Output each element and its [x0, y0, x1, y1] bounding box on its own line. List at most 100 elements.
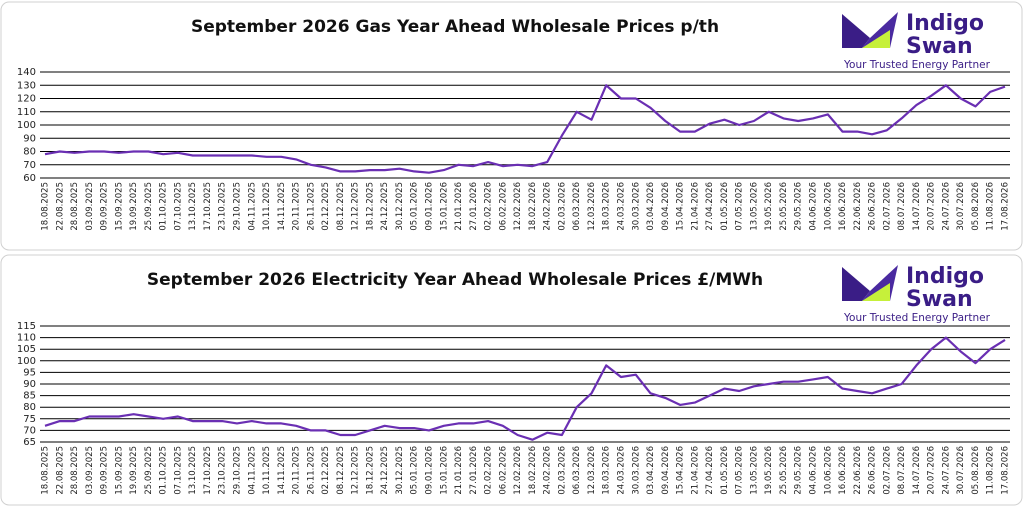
x-tick-label: 01.05.2026	[720, 446, 730, 495]
y-tick-label: 85	[23, 391, 36, 402]
x-tick-label: 04.11.2025	[247, 182, 257, 231]
x-tick-label: 09.09.2025	[100, 446, 110, 495]
x-tick-label: 29.10.2025	[233, 446, 243, 495]
x-tick-label: 14.07.2026	[912, 446, 922, 495]
x-tick-label: 06.03.2026	[572, 182, 582, 231]
x-tick-label: 15.04.2026	[676, 446, 686, 495]
x-tick-label: 30.03.2026	[631, 446, 641, 495]
x-tick-label: 22.08.2025	[55, 446, 65, 495]
x-tick-label: 09.09.2025	[100, 182, 110, 231]
x-tick-label: 04.06.2026	[809, 446, 819, 495]
x-tick-label: 09.01.2026	[425, 446, 435, 495]
x-tick-label: 08.12.2025	[336, 446, 346, 495]
x-tick-label: 03.04.2026	[646, 446, 656, 495]
x-tick-label: 19.05.2026	[764, 446, 774, 495]
x-tick-label: 03.09.2025	[85, 446, 95, 495]
y-tick-label: 100	[17, 120, 36, 131]
x-tick-label: 30.12.2025	[395, 182, 405, 231]
x-tick-label: 17.10.2025	[203, 446, 213, 495]
x-tick-label: 18.03.2026	[602, 182, 612, 231]
x-tick-label: 02.03.2026	[557, 446, 567, 495]
x-tick-label: 29.05.2026	[794, 446, 804, 495]
x-tick-label: 11.08.2026	[986, 446, 996, 495]
x-tick-label: 13.05.2026	[749, 446, 759, 495]
logo-tagline: Your Trusted Energy Partner	[843, 59, 991, 71]
x-tick-label: 09.04.2026	[661, 446, 671, 495]
x-tick-label: 27.04.2026	[705, 446, 715, 495]
x-tick-label: 08.12.2025	[336, 182, 346, 231]
x-tick-label: 05.01.2026	[410, 182, 420, 231]
x-tick-label: 10.06.2026	[823, 446, 833, 495]
logo-name: Indigo	[906, 11, 984, 36]
x-tick-label: 30.07.2026	[956, 182, 966, 231]
x-tick-label: 30.07.2026	[956, 446, 966, 495]
x-tick-label: 29.05.2026	[794, 182, 804, 231]
x-tick-label: 24.02.2026	[543, 182, 553, 231]
y-tick-label: 105	[17, 344, 36, 355]
y-tick-label: 100	[17, 356, 36, 367]
y-tick-label: 110	[17, 107, 36, 118]
x-tick-label: 13.05.2026	[749, 182, 759, 231]
x-tick-label: 24.12.2025	[380, 182, 390, 231]
x-tick-label: 13.10.2025	[188, 182, 198, 231]
x-tick-label: 17.10.2025	[203, 182, 213, 231]
x-tick-label: 15.01.2026	[439, 446, 449, 495]
chart-title: September 2026 Electricity Year Ahead Wh…	[147, 270, 763, 290]
y-tick-label: 75	[23, 414, 36, 425]
price-line	[44, 336, 1006, 441]
y-tick-label: 90	[23, 379, 36, 390]
x-tick-label: 06.02.2026	[498, 182, 508, 231]
logo-accent	[862, 30, 890, 48]
x-tick-label: 21.04.2026	[690, 446, 700, 495]
x-tick-label: 18.02.2026	[528, 182, 538, 231]
x-tick-label: 02.07.2026	[882, 446, 892, 495]
x-tick-label: 05.01.2026	[410, 446, 420, 495]
x-tick-label: 27.04.2026	[705, 182, 715, 231]
x-tick-label: 19.05.2026	[764, 182, 774, 231]
x-tick-label: 23.10.2025	[218, 182, 228, 231]
y-tick-label: 130	[17, 80, 36, 91]
x-tick-label: 14.11.2025	[277, 446, 287, 495]
x-tick-label: 01.10.2025	[159, 182, 169, 231]
x-tick-label: 07.10.2025	[173, 446, 183, 495]
logo-name: Indigo	[906, 264, 984, 289]
x-tick-label: 24.03.2026	[617, 182, 627, 231]
x-tick-label: 06.02.2026	[498, 446, 508, 495]
y-tick-label: 140	[17, 67, 36, 78]
x-tick-label: 24.12.2025	[380, 446, 390, 495]
logo-tagline: Your Trusted Energy Partner	[843, 312, 991, 324]
x-tick-label: 15.01.2026	[439, 182, 449, 231]
x-tick-label: 25.05.2026	[779, 446, 789, 495]
x-tick-label: 07.05.2026	[735, 182, 745, 231]
chart-title: September 2026 Gas Year Ahead Wholesale …	[191, 17, 719, 37]
x-tick-label: 02.12.2025	[321, 182, 331, 231]
x-tick-label: 10.11.2025	[262, 446, 272, 495]
x-tick-label: 05.08.2026	[971, 182, 981, 231]
x-tick-label: 29.10.2025	[233, 182, 243, 231]
x-tick-label: 19.09.2025	[129, 446, 139, 495]
x-tick-label: 08.07.2026	[897, 182, 907, 231]
price-line	[44, 84, 1006, 174]
x-tick-label: 04.11.2025	[247, 446, 257, 495]
chart-frame	[0, 1, 1023, 251]
y-tick-label: 65	[23, 437, 36, 448]
x-tick-label: 02.12.2025	[321, 446, 331, 495]
logo-swan	[842, 14, 870, 48]
y-tick-label: 80	[23, 147, 36, 158]
x-tick-label: 18.02.2026	[528, 446, 538, 495]
x-tick-label: 16.06.2026	[838, 182, 848, 231]
x-tick-label: 07.05.2026	[735, 446, 745, 495]
x-tick-label: 18.03.2026	[602, 446, 612, 495]
x-tick-label: 28.08.2025	[70, 182, 80, 231]
x-tick-label: 09.01.2026	[425, 182, 435, 231]
x-tick-label: 24.07.2026	[941, 182, 951, 231]
x-tick-label: 02.03.2026	[557, 182, 567, 231]
x-tick-label: 03.04.2026	[646, 182, 656, 231]
x-tick-label: 22.06.2026	[853, 446, 863, 495]
logo-name: Swan	[906, 287, 973, 312]
logo-accent	[862, 283, 890, 301]
x-tick-label: 22.06.2026	[853, 182, 863, 231]
